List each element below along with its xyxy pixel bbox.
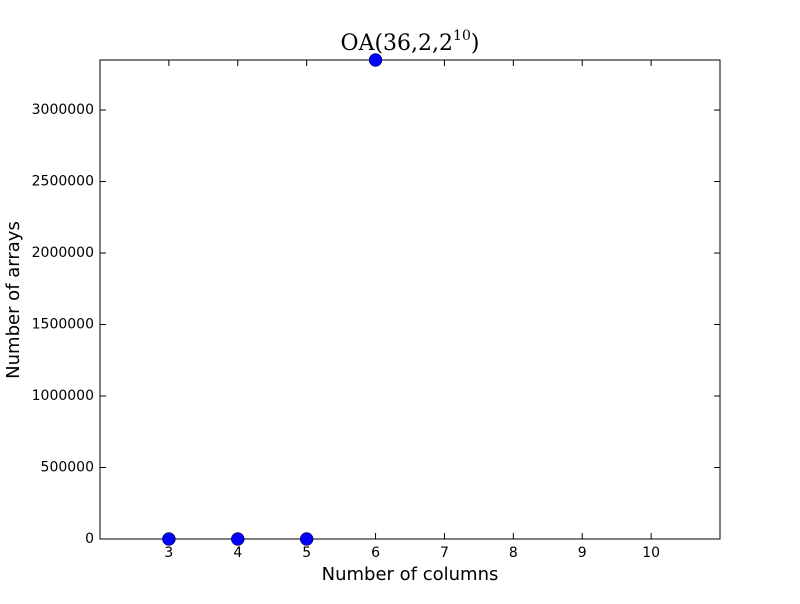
x-tick-label: 10 — [642, 545, 660, 561]
y-tick-label: 3000000 — [32, 102, 94, 118]
x-tick-label: 4 — [233, 545, 242, 561]
y-axis-label: Number of arrays — [3, 221, 24, 379]
chart-title: OA(36,2,210) — [341, 28, 480, 56]
x-tick-label: 5 — [302, 545, 311, 561]
point — [299, 532, 314, 546]
y-tick-label: 500000 — [41, 460, 94, 476]
x-axis-label: Number of columns — [322, 564, 499, 585]
x-tick-label: 3 — [164, 545, 173, 561]
title-close: ) — [471, 31, 480, 56]
point — [162, 532, 176, 546]
plot-frame — [99, 59, 721, 540]
y-tick-label: 1000000 — [32, 388, 94, 404]
point — [231, 532, 245, 546]
x-tick-label: 6 — [371, 545, 380, 561]
x-tick-label: 8 — [509, 545, 518, 561]
x-tick-label: 9 — [578, 545, 587, 561]
title-text: OA(36,2,2 — [341, 31, 453, 56]
y-tick-label: 2000000 — [32, 245, 94, 261]
y-tick-label: 2500000 — [32, 174, 94, 190]
y-tick-label: 0 — [85, 531, 94, 547]
x-tick-label: 7 — [440, 545, 449, 561]
y-tick-label: 1500000 — [32, 317, 94, 333]
title-exponent: 10 — [453, 28, 471, 44]
point — [368, 53, 383, 67]
